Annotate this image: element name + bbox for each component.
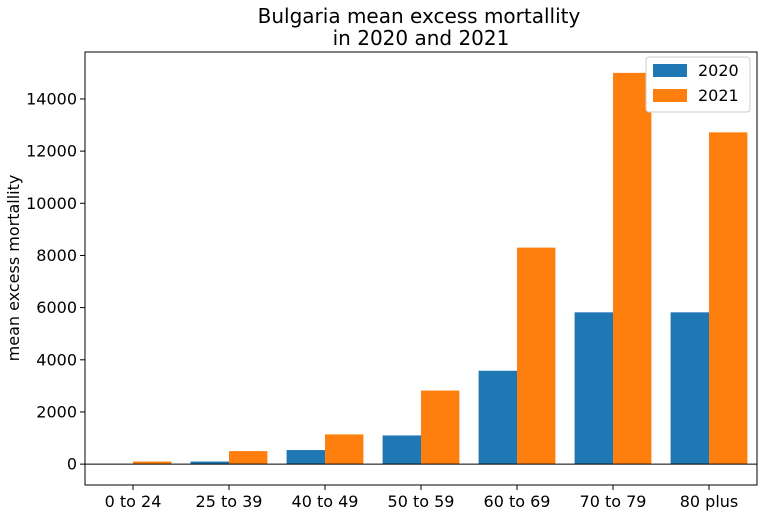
bar-2020-25-to-39 (190, 461, 229, 465)
bar-2020-50-to-59 (382, 435, 421, 465)
y-tick-label-10000: 10000 (26, 194, 77, 213)
bar-2021-0-to-24 (133, 461, 172, 465)
bars-group (94, 72, 748, 465)
x-tick-label-40-to-49: 40 to 49 (292, 492, 359, 511)
y-tick-label-14000: 14000 (26, 89, 77, 108)
bar-2021-40-to-49 (325, 434, 364, 465)
bar-2021-60-to-69 (517, 247, 556, 465)
y-tick-label-12000: 12000 (26, 142, 77, 161)
x-tick-label-70-to-79: 70 to 79 (580, 492, 647, 511)
y-axis-ticks: 0 2000 4000 6000 8000 10000 12000 14000 (26, 89, 85, 474)
x-tick-label-25-to-39: 25 to 39 (196, 492, 263, 511)
x-tick-label-50-to-59: 50 to 59 (388, 492, 455, 511)
bar-2021-50-to-59 (421, 390, 460, 465)
bar-2020-80-plus (670, 312, 709, 465)
legend-swatch-2021 (653, 89, 687, 102)
x-tick-label-60-to-69: 60 to 69 (484, 492, 551, 511)
chart-title-line-1: Bulgaria mean excess mortallity (258, 4, 581, 28)
bar-2020-60-to-69 (478, 370, 517, 465)
bar-2021-70-to-79 (613, 72, 652, 465)
y-axis-label: mean excess mortallity (4, 175, 23, 362)
x-tick-label-80-plus: 80 plus (680, 492, 739, 511)
legend-label-2021: 2021 (698, 86, 739, 105)
legend-label-2020: 2020 (698, 61, 739, 80)
bar-2021-25-to-39 (229, 451, 268, 465)
legend: 2020 2021 (645, 56, 751, 113)
y-tick-label-0: 0 (67, 455, 77, 474)
chart-title-line-2: in 2020 and 2021 (333, 26, 510, 50)
legend-swatch-2020 (653, 64, 687, 77)
y-tick-label-2000: 2000 (36, 402, 77, 421)
bar-2020-70-to-79 (574, 312, 613, 465)
x-tick-label-0-to-24: 0 to 24 (105, 492, 162, 511)
y-tick-label-8000: 8000 (36, 246, 77, 265)
y-tick-label-6000: 6000 (36, 298, 77, 317)
x-axis-ticks: 0 to 24 25 to 39 40 to 49 50 to 59 60 to 69 7… (105, 485, 739, 511)
bar-2021-80-plus (709, 132, 748, 465)
y-tick-label-4000: 4000 (36, 350, 77, 369)
bar-2020-40-to-49 (286, 450, 325, 465)
